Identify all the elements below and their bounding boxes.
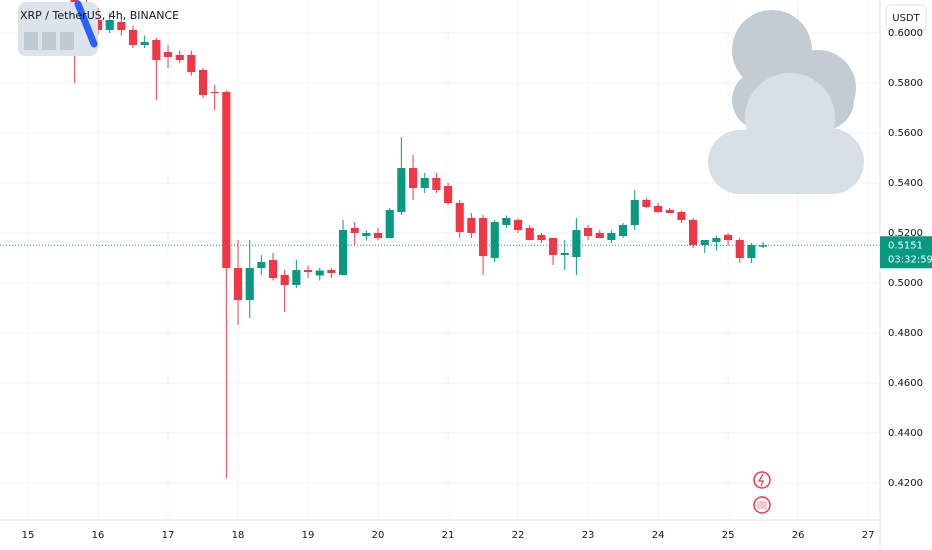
candle-body xyxy=(665,210,674,213)
y-tick-label: 0.5200 xyxy=(888,228,923,239)
x-tick-label: 19 xyxy=(302,530,315,541)
candle-body xyxy=(303,270,313,272)
x-tick-label: 21 xyxy=(442,530,455,541)
candle-body xyxy=(187,55,196,72)
y-tick-label: 0.5600 xyxy=(888,128,923,139)
candle-body xyxy=(198,70,208,95)
plot xyxy=(0,0,880,520)
cloud-decoration xyxy=(708,10,864,194)
x-tick-label: 16 xyxy=(92,530,105,541)
candle-body xyxy=(560,253,569,255)
candle-body xyxy=(257,262,266,268)
x-tick-label: 25 xyxy=(722,530,735,541)
candle-body xyxy=(595,233,604,238)
x-tick-label: 27 xyxy=(862,530,875,541)
candle-body xyxy=(140,42,149,45)
currency-button[interactable] xyxy=(885,4,927,32)
logo xyxy=(18,0,98,56)
last-price-label: 0.5151 xyxy=(888,240,923,251)
candle-body xyxy=(467,218,476,233)
candle-body xyxy=(747,245,756,258)
candle-body xyxy=(292,270,301,285)
candle-body xyxy=(408,168,418,188)
candle-body xyxy=(583,228,593,236)
y-tick-label: 0.4800 xyxy=(888,328,923,339)
candle-body xyxy=(420,178,429,188)
x-tick-label: 26 xyxy=(792,530,805,541)
candle-body xyxy=(128,30,138,45)
countdown-label: 03:32:59 xyxy=(888,254,932,265)
y-tick-label: 0.5000 xyxy=(888,278,923,289)
candle-body xyxy=(443,186,453,203)
candle-body xyxy=(700,240,709,245)
candle-body xyxy=(513,220,523,230)
candle-body xyxy=(93,20,103,30)
candle-body xyxy=(222,92,231,268)
candle-body xyxy=(759,245,768,247)
candle-body xyxy=(735,240,744,258)
candle-body xyxy=(642,200,651,207)
candle-body xyxy=(397,168,406,212)
candle-body xyxy=(548,238,558,255)
candle-body xyxy=(502,218,511,225)
candle-body xyxy=(385,210,394,238)
y-tick-label: 0.4600 xyxy=(888,378,923,389)
candle-body xyxy=(525,228,534,240)
candle-body xyxy=(117,22,126,30)
candle-body xyxy=(362,233,371,236)
candle-body xyxy=(619,225,628,236)
candle-body xyxy=(689,220,698,245)
candle-body xyxy=(268,260,278,278)
last-price-box xyxy=(880,236,932,269)
candle-body xyxy=(712,238,721,242)
y-tick-label: 0.4200 xyxy=(888,478,923,489)
x-tick-label: 17 xyxy=(162,530,175,541)
currency-label[interactable]: USDT xyxy=(892,13,920,24)
candle-body xyxy=(724,235,733,240)
candle-body xyxy=(327,270,336,273)
candle-body xyxy=(233,268,243,300)
candle-body xyxy=(432,178,441,190)
candle-body xyxy=(607,233,616,240)
y-tick-label: 0.5400 xyxy=(888,178,923,189)
candle-body xyxy=(245,268,254,300)
candle-body xyxy=(373,233,383,238)
candle-body xyxy=(280,275,289,285)
candle-body xyxy=(350,228,359,233)
x-tick-label: 15 xyxy=(22,530,35,541)
chart-title: XRP / TetherUS, 4h, BINANCE xyxy=(20,9,179,22)
candle-body xyxy=(105,20,114,30)
candle-body xyxy=(677,212,686,220)
y-tick-label: 0.6000 xyxy=(888,28,923,39)
event-icons xyxy=(753,471,771,514)
candle-body xyxy=(338,230,348,275)
candle-body xyxy=(152,40,161,60)
candle-body xyxy=(490,222,499,258)
candle-body xyxy=(210,92,219,93)
candle-body xyxy=(455,203,464,232)
x-tick-label: 20 xyxy=(372,530,385,541)
candle-body xyxy=(315,270,324,276)
candle-body xyxy=(630,200,639,225)
candle-body xyxy=(572,230,581,257)
candle-body xyxy=(537,235,546,240)
y-tick-label: 0.5800 xyxy=(888,78,923,89)
candle-body xyxy=(478,218,488,256)
candle-body xyxy=(654,206,663,212)
x-tick-label: 23 xyxy=(582,530,595,541)
candle-body xyxy=(163,52,173,57)
candle-body xyxy=(175,55,184,60)
x-tick-label: 24 xyxy=(652,530,665,541)
x-tick-label: 22 xyxy=(512,530,525,541)
x-tick-label: 18 xyxy=(232,530,245,541)
y-tick-label: 0.4400 xyxy=(888,428,923,439)
